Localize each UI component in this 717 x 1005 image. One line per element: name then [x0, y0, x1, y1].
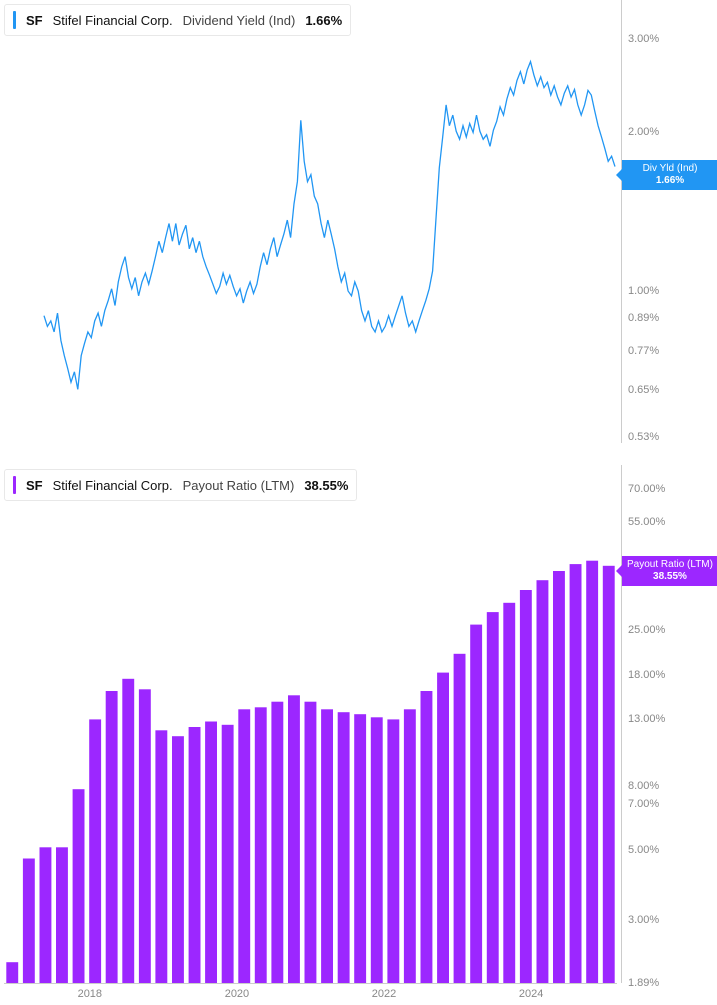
- bar: [603, 566, 615, 983]
- bar: [238, 709, 250, 983]
- x-tick-label: 2018: [78, 988, 102, 1000]
- bar: [371, 717, 383, 983]
- bar: [321, 709, 333, 983]
- bar: [503, 603, 515, 983]
- bar: [354, 714, 366, 983]
- bar: [437, 673, 449, 983]
- plot-area[interactable]: [4, 0, 617, 443]
- bar: [122, 679, 134, 983]
- bar: [520, 590, 532, 983]
- y-tick-label: 0.65%: [628, 384, 659, 396]
- x-tick-label: 2020: [225, 988, 249, 1000]
- bar: [470, 625, 482, 983]
- y-tick-label: 0.89%: [628, 312, 659, 324]
- bar: [586, 561, 598, 983]
- bar: [454, 654, 466, 983]
- plot-area[interactable]: [4, 465, 617, 983]
- y-tick-label: 55.00%: [628, 516, 665, 528]
- bar: [537, 580, 549, 983]
- y-tick-label: 3.00%: [628, 33, 659, 45]
- bar: [570, 564, 582, 983]
- y-tick-label: 8.00%: [628, 780, 659, 792]
- bar: [487, 612, 499, 983]
- payout-ratio-chart: SF Stifel Financial Corp. Payout Ratio (…: [0, 465, 717, 1005]
- bar: [421, 691, 433, 983]
- y-tick-label: 5.00%: [628, 844, 659, 856]
- bar: [23, 859, 35, 984]
- y-tick-label: 0.53%: [628, 431, 659, 443]
- bar: [189, 727, 201, 983]
- y-axis: 0.53% 0.65% 0.77% 0.89% 1.00% 2.00% 3.00% Div Y…: [621, 0, 717, 443]
- y-tick-label: 0.77%: [628, 345, 659, 357]
- y-tick-label: 13.00%: [628, 713, 665, 725]
- y-tick-label: 1.89%: [628, 977, 659, 989]
- bar: [172, 736, 184, 983]
- y-tick-label: 70.00%: [628, 483, 665, 495]
- bar: [553, 571, 565, 983]
- y-tick-label: 7.00%: [628, 798, 659, 810]
- bar: [205, 722, 217, 984]
- x-tick-label: 2022: [372, 988, 396, 1000]
- y-tick-label: 18.00%: [628, 669, 665, 681]
- bar: [338, 712, 350, 983]
- bar: [56, 847, 68, 983]
- x-tick-label: 2024: [519, 988, 543, 1000]
- value-flag: Payout Ratio (LTM)38.55%: [622, 556, 717, 586]
- bar: [255, 707, 267, 983]
- bar: [155, 730, 167, 983]
- x-axis: 2018 2020 2022 2024: [4, 983, 617, 1005]
- y-tick-label: 1.00%: [628, 285, 659, 297]
- y-tick-label: 3.00%: [628, 914, 659, 926]
- bar: [106, 691, 118, 983]
- bar: [271, 702, 283, 983]
- bar: [305, 702, 317, 983]
- y-axis: 1.89%3.00%5.00%7.00%8.00%13.00%18.00%25.…: [621, 465, 717, 983]
- bar: [139, 689, 151, 983]
- bar: [6, 962, 18, 983]
- bar: [222, 725, 234, 983]
- bar: [288, 695, 300, 983]
- bar: [73, 789, 85, 983]
- bar: [89, 719, 101, 983]
- dividend-yield-chart: SF Stifel Financial Corp. Dividend Yield…: [0, 0, 717, 465]
- bar: [387, 719, 399, 983]
- bar: [40, 847, 52, 983]
- line-series: [44, 62, 615, 390]
- value-flag: Div Yld (Ind)1.66%: [622, 160, 717, 190]
- bar: [404, 709, 416, 983]
- y-tick-label: 2.00%: [628, 126, 659, 138]
- y-tick-label: 25.00%: [628, 624, 665, 636]
